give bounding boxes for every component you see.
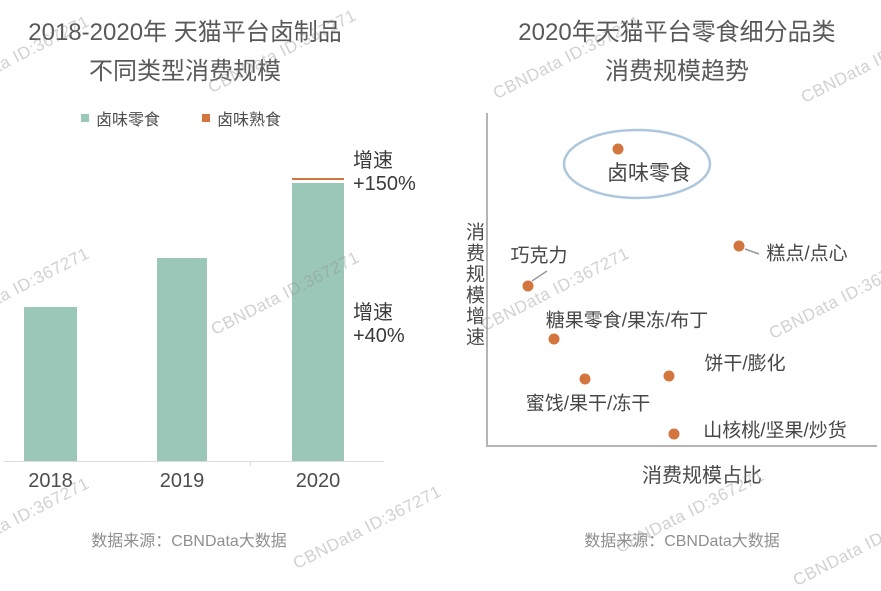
left-chart-legend: 卤味零食 卤味熟食 — [81, 106, 281, 130]
legend-swatch-orange — [202, 114, 211, 122]
legend-label-luwei-shushi: 卤味熟食 — [217, 112, 282, 129]
growth-annotation-line: +40% — [353, 325, 405, 347]
legend-label-luwei-lingshi: 卤味零食 — [96, 112, 161, 129]
scatter-plot-area: 卤味零食巧克力糖果零食/果冻/布丁蜜饯/果干/冻干 饼干/膨化 糕点/点心山核桃/坚… — [510, 143, 848, 442]
scatter-dot-2 — [548, 333, 560, 345]
right-chart-source: 数据来源：CBNData大数据 — [584, 533, 780, 550]
scatter-y-axis-label: 消费规模增速 — [463, 222, 484, 348]
scatter-dot-6 — [668, 428, 680, 440]
bar-chart-x-axis-tick — [250, 461, 251, 466]
right-chart-title-line1: 2020年天猫平台零食细分品类 — [518, 19, 836, 46]
scatter-label-6: 山核桃/坚果/炒货 — [703, 420, 847, 442]
scatter-label-1: 巧克力 — [510, 245, 568, 267]
bar-2020-luwei-lingshi — [292, 183, 344, 461]
scatter-dot-0 — [612, 143, 624, 155]
bar-2020-luwei-shushi — [292, 177, 344, 180]
right-chart-title: 2020年天猫平台零食细分品类 消费规模趋势 — [477, 13, 877, 91]
bar-chart-x-axis-line — [4, 461, 384, 462]
scatter-y-axis-line — [486, 113, 488, 447]
bar-2019-luwei-lingshi — [157, 258, 207, 461]
legend-item-luwei-shushi: 卤味熟食 — [202, 106, 281, 130]
scatter-dot-1 — [522, 280, 534, 292]
legend-swatch-teal — [81, 114, 89, 122]
left-chart-title-line2: 不同类型消费规模 — [89, 58, 281, 85]
scatter-label-4: 饼干/膨化 — [704, 353, 786, 375]
growth-annotation-0: 增速 +150% — [353, 150, 416, 196]
growth-annotation-1: 增速 +40% — [353, 302, 405, 348]
growth-annotation-line: +150% — [353, 173, 416, 195]
growth-annotation-line: 增速 — [353, 150, 393, 172]
bar-category-label-2018: 2018 — [28, 470, 73, 492]
bar-2018-luwei-lingshi — [24, 307, 77, 461]
scatter-dot-5 — [733, 240, 745, 252]
left-chart-title-line1: 2018-2020年 天猫平台卤制品 — [28, 19, 342, 46]
bar-category-label-2019: 2019 — [159, 470, 205, 492]
left-chart-title: 2018-2020年 天猫平台卤制品 不同类型消费规模 — [0, 13, 370, 91]
right-chart-title-line2: 消费规模趋势 — [605, 58, 749, 85]
scatter-label-3: 蜜饯/果干/冻干 — [525, 393, 651, 415]
bar-category-label-2020: 2020 — [295, 470, 341, 492]
growth-annotation-line: 增速 — [353, 302, 393, 324]
scatter-dot-3 — [579, 373, 591, 385]
bar-chart-plot-area: 2018 2019 2020 增速 +150% 增速 +40% — [24, 150, 416, 492]
scatter-label-0: 卤味零食 — [607, 162, 691, 185]
scatter-dot-4 — [663, 370, 675, 382]
scatter-x-axis-line — [486, 445, 877, 447]
left-chart-source: 数据来源：CBNData大数据 — [91, 533, 287, 550]
scatter-x-axis-label: 消费规模占比 — [642, 465, 762, 487]
scatter-label-5: 糕点/点心 — [766, 243, 848, 265]
legend-item-luwei-lingshi: 卤味零食 — [81, 106, 160, 130]
scatter-label-2: 糖果零食/果冻/布丁 — [545, 310, 709, 332]
